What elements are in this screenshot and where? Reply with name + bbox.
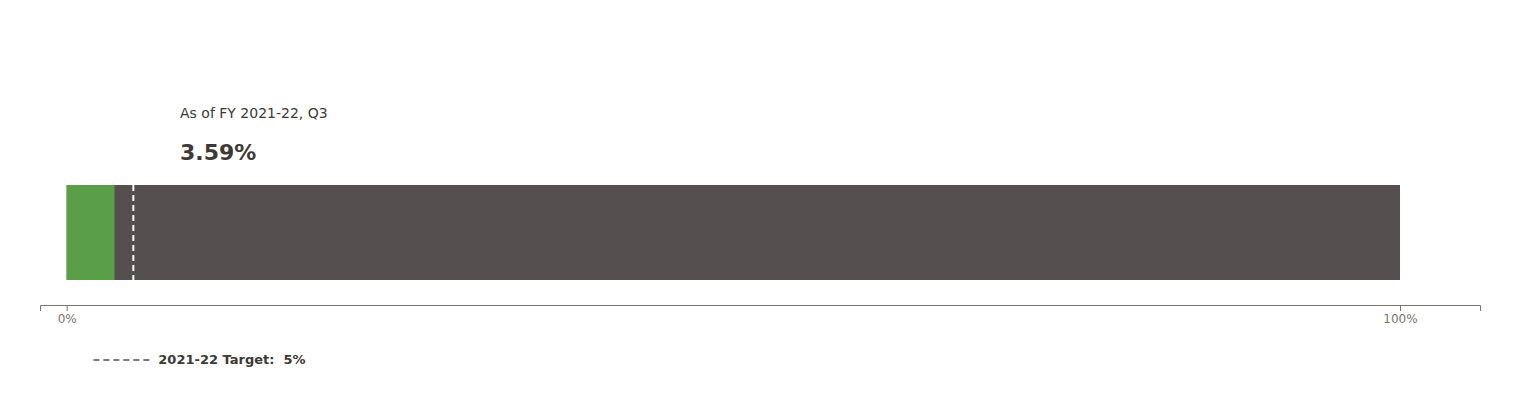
bar [67,185,1400,280]
x-tick-mark [1400,305,1401,311]
bar [67,185,115,280]
chart: 0% 100% As of FY 2021-22, Q3 3.59% 2021-22 T… [0,0,1520,403]
x-tick: 0% [58,305,77,326]
subtitle: As of FY 2021-22, Q3 [180,105,328,121]
x-axis-line [41,306,1481,312]
plot-area [67,185,1400,294]
bar-series [67,185,115,280]
target-legend-line [93,359,150,361]
x-tick-mark [67,305,68,311]
value-label: 3.59% [180,140,256,165]
x-axis: 0% 100% [41,305,1481,326]
target-line [132,185,134,294]
bar-series [67,185,1400,280]
target-legend-label: 2021-22 Target: 5% [158,352,305,367]
x-tick-label: 0% [58,312,77,326]
x-tick-label: 100% [1383,312,1417,326]
target-legend: 2021-22 Target: 5% [93,352,305,367]
x-tick: 100% [1383,305,1417,326]
